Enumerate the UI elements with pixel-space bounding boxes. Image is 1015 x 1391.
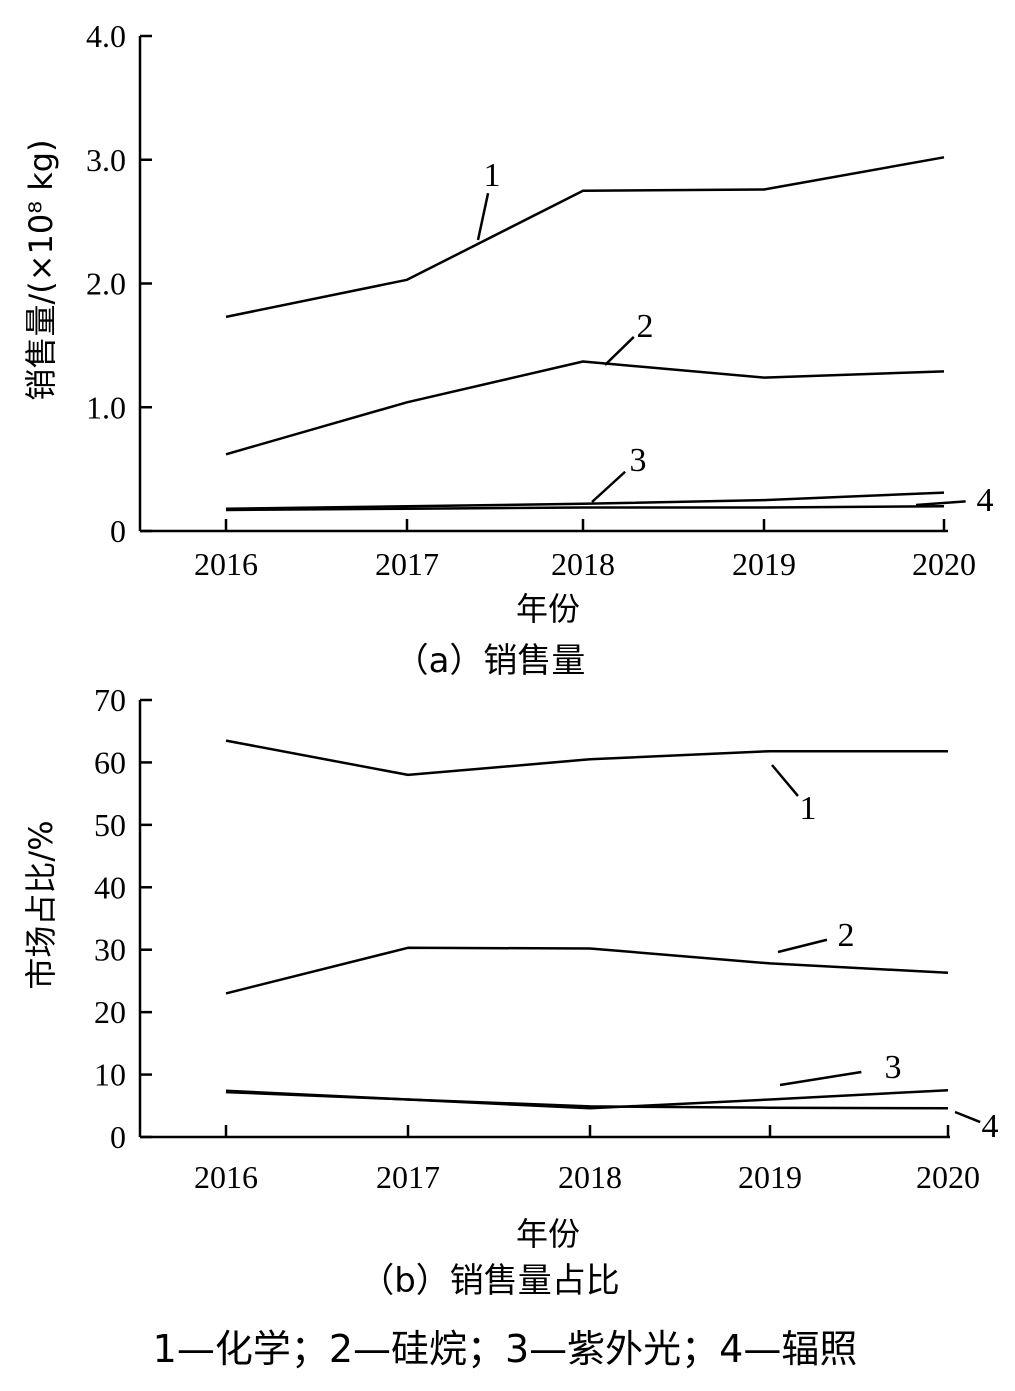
y-tick-label: 70 xyxy=(94,682,126,718)
series-line-1 xyxy=(225,156,945,319)
series-line-1 xyxy=(225,739,948,777)
y-axis-title: 销售量/(×10⁸ kg) xyxy=(22,139,60,400)
y-tick-label: 3.0 xyxy=(86,142,126,178)
y-tick-label: 4.0 xyxy=(86,18,126,54)
y-tick-label: 20 xyxy=(94,994,126,1030)
series-leader-2 xyxy=(604,336,635,366)
series-label-2: 2 xyxy=(637,308,654,345)
y-tick-label: 40 xyxy=(94,869,126,905)
x-tick-label: 2018 xyxy=(558,1159,622,1195)
series-line-4 xyxy=(225,1090,949,1110)
x-tick-label: 2019 xyxy=(732,546,796,582)
y-tick-label: 0 xyxy=(110,513,126,549)
x-tick-label: 2020 xyxy=(912,546,976,582)
legend: 1—化学；2—硅烷；3—紫外光；4—辐照 xyxy=(153,1327,858,1371)
series-leader-3 xyxy=(779,1070,862,1087)
series-leader-1 xyxy=(476,192,490,241)
x-tick-label: 2017 xyxy=(376,1159,440,1195)
y-tick-label: 60 xyxy=(94,744,126,780)
x-tick-label: 2016 xyxy=(194,1159,258,1195)
x-tick-label: 2018 xyxy=(551,546,615,582)
series-leader-3 xyxy=(591,470,626,503)
y-tick-label: 30 xyxy=(94,932,126,968)
y-tick-label: 0 xyxy=(110,1119,126,1155)
series-leader-1 xyxy=(771,764,799,797)
series-line-2 xyxy=(225,946,949,995)
series-label-1: 1 xyxy=(484,157,501,194)
y-tick-label: 2.0 xyxy=(86,266,126,302)
series-leader-2 xyxy=(777,938,828,954)
x-tick-label: 2016 xyxy=(194,546,258,582)
x-axis-title: 年份 xyxy=(516,590,580,628)
y-tick-label: 50 xyxy=(94,807,126,843)
x-tick-label: 2020 xyxy=(916,1159,980,1195)
series-label-2: 2 xyxy=(838,917,855,954)
series-label-3: 3 xyxy=(630,442,647,479)
y-tick-label: 10 xyxy=(94,1057,126,1093)
panel-caption: （b）销售量占比 xyxy=(360,1261,620,1301)
series-label-4: 4 xyxy=(977,482,994,519)
series-line-2 xyxy=(225,360,945,456)
series-line-4 xyxy=(225,505,945,512)
series-label-1: 1 xyxy=(800,790,817,827)
x-axis-title: 年份 xyxy=(516,1215,580,1253)
x-tick-label: 2017 xyxy=(375,546,439,582)
y-tick-label: 1.0 xyxy=(86,389,126,425)
panel-caption: （a）销售量 xyxy=(395,641,586,681)
series-leader-4 xyxy=(915,500,966,507)
series-label-4: 4 xyxy=(982,1108,999,1145)
series-line-3 xyxy=(225,491,945,510)
x-tick-label: 2019 xyxy=(738,1159,802,1195)
y-axis-title: 市场占比/% xyxy=(22,820,60,989)
chart-panel-a: 0 1.0 2.0 3.0 4.0 2016 2017 2018 2019 2020 年份 销售量/(… xyxy=(22,18,994,681)
chart-panel-b: 0 10 20 30 40 50 60 70 2016 2017 2018 2019 2020 年份 市场占… xyxy=(22,682,999,1301)
series-label-3: 3 xyxy=(885,1049,902,1086)
series-leader-4 xyxy=(954,1110,981,1124)
